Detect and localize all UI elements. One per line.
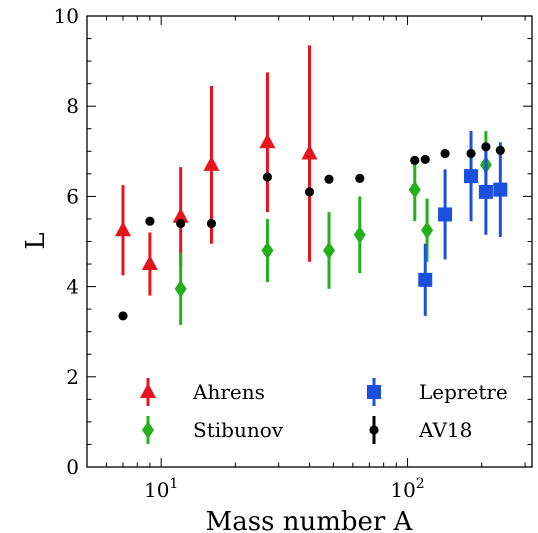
legend-label: Stibunov: [193, 418, 284, 442]
stibunov-point: [408, 180, 421, 199]
x-tick-label: 102: [390, 476, 424, 502]
data-marks: [115, 45, 508, 325]
av18-point: [495, 145, 505, 155]
av18-point: [410, 155, 420, 165]
legend-marker: [142, 421, 154, 439]
series-av18: [118, 142, 505, 321]
stibunov-point: [353, 225, 366, 244]
stibunov-point: [323, 241, 336, 260]
av18-point: [420, 154, 430, 165]
y-tick-label: 4: [66, 275, 79, 299]
av18-point: [118, 311, 128, 321]
stibunov-point: [261, 241, 274, 260]
tick-labels: 0 2 4 6 8 10 101 102: [54, 4, 425, 502]
legend-label: Ahrens: [192, 380, 265, 404]
av18-point: [176, 218, 186, 229]
legend-entry-ahrens: Ahrens: [140, 378, 265, 406]
stibunov-point: [421, 221, 434, 240]
y-tick-label: 6: [66, 184, 79, 208]
legend-entry-av18: AV18: [369, 416, 472, 444]
av18-point: [206, 218, 217, 229]
lepretre-point: [464, 169, 479, 184]
ahrens-point: [141, 255, 158, 271]
lepretre-point: [493, 182, 508, 197]
lepretre-point: [478, 184, 493, 199]
legend-marker: [367, 385, 381, 399]
lepretre-point: [438, 207, 453, 222]
legend-entry-lepretre: Lepretre: [367, 378, 508, 406]
legend-label: AV18: [418, 418, 472, 442]
y-tick-label: 2: [66, 365, 79, 389]
y-axis-label: L: [21, 232, 51, 249]
legend-marker: [369, 425, 379, 435]
av18-point: [355, 173, 365, 183]
legend-label: Lepretre: [419, 380, 508, 404]
ahrens-point: [259, 133, 276, 149]
x-axis-label: Mass number A: [206, 507, 414, 533]
legend-marker: [140, 383, 156, 398]
series-ahrens: [115, 45, 318, 296]
y-tick-label: 8: [66, 94, 79, 118]
av18-point: [262, 172, 273, 182]
av18-point: [324, 174, 334, 184]
series-lepretre: [418, 131, 508, 316]
x-tick-label: 101: [144, 476, 178, 502]
ahrens-point: [301, 144, 318, 160]
lepretre-point: [418, 272, 433, 287]
ahrens-point: [203, 155, 220, 171]
legend-entry-stibunov: Stibunov: [142, 416, 284, 444]
stibunov-point: [174, 279, 187, 298]
ahrens-point: [172, 207, 189, 223]
av18-point: [440, 148, 450, 159]
legend: Ahrens Stibunov Lepretre AV18: [140, 378, 508, 444]
y-tick-label: 0: [66, 455, 79, 479]
av18-point: [145, 216, 155, 226]
av18-point: [466, 148, 476, 159]
y-tick-label: 10: [54, 4, 79, 28]
av18-point: [304, 187, 315, 197]
ticks: [86, 15, 532, 468]
av18-point: [481, 142, 491, 152]
ahrens-point: [115, 221, 132, 237]
